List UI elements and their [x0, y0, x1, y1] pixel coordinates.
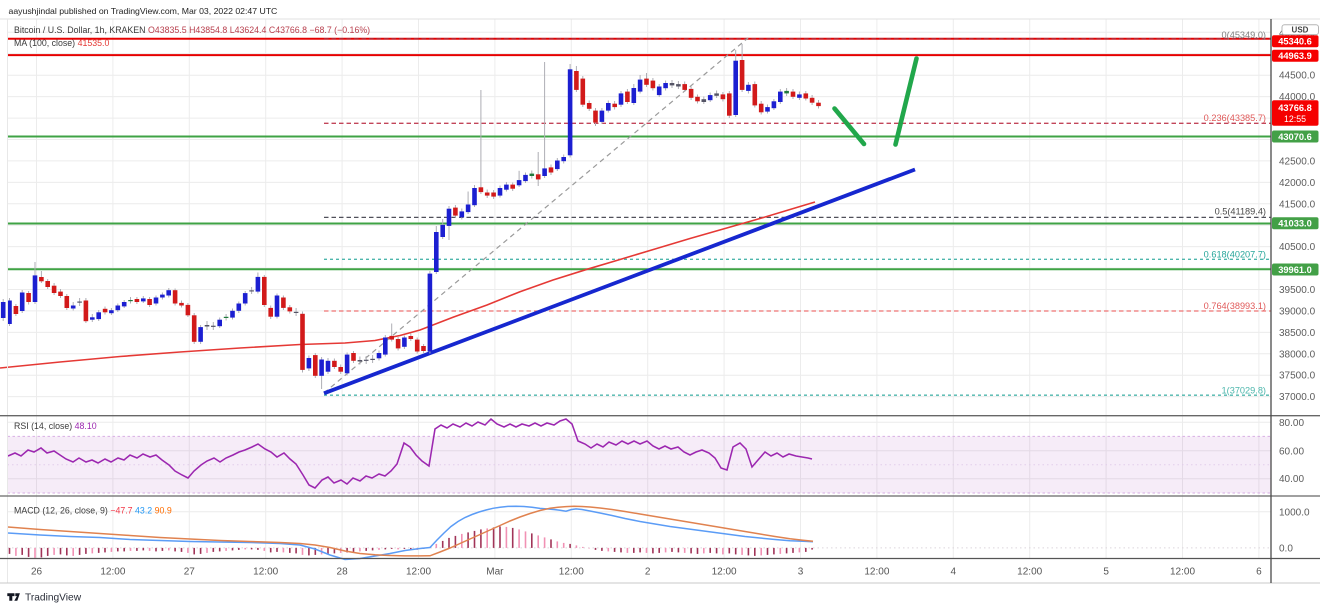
svg-text:41500.0: 41500.0 — [1279, 199, 1316, 210]
svg-text:0.764(38993.1): 0.764(38993.1) — [1204, 301, 1266, 311]
svg-text:28: 28 — [337, 567, 349, 578]
svg-text:44963.9: 44963.9 — [1278, 51, 1312, 61]
svg-text:40.00: 40.00 — [1279, 474, 1304, 485]
svg-text:41033.0: 41033.0 — [1278, 219, 1312, 229]
svg-text:0.618(40207.7): 0.618(40207.7) — [1204, 250, 1266, 260]
svg-text:12:00: 12:00 — [1170, 567, 1195, 578]
svg-text:38500.0: 38500.0 — [1279, 328, 1316, 339]
svg-text:RSI (14, close) 48.10: RSI (14, close) 48.10 — [14, 421, 97, 431]
svg-text:1(37029.8): 1(37029.8) — [1222, 386, 1266, 396]
svg-text:12:00: 12:00 — [712, 567, 737, 578]
svg-text:12:00: 12:00 — [864, 567, 889, 578]
svg-text:43070.6: 43070.6 — [1278, 132, 1312, 142]
svg-text:12:00: 12:00 — [559, 567, 584, 578]
svg-text:5: 5 — [1103, 567, 1109, 578]
svg-text:37000.0: 37000.0 — [1279, 392, 1316, 403]
svg-text:44000.0: 44000.0 — [1279, 92, 1316, 103]
svg-text:0(45349.0): 0(45349.0) — [1222, 30, 1266, 40]
svg-text:1000.0: 1000.0 — [1279, 507, 1310, 518]
svg-text:2: 2 — [645, 567, 651, 578]
svg-text:0.0: 0.0 — [1279, 543, 1293, 554]
svg-text:40500.0: 40500.0 — [1279, 242, 1316, 253]
svg-text:0.5(41189.4): 0.5(41189.4) — [1215, 207, 1266, 217]
svg-text:12:55: 12:55 — [1284, 114, 1306, 124]
svg-text:42500.0: 42500.0 — [1279, 156, 1316, 167]
svg-text:45340.6: 45340.6 — [1278, 37, 1312, 47]
svg-text:42000.0: 42000.0 — [1279, 178, 1316, 189]
svg-text:37500.0: 37500.0 — [1279, 371, 1316, 382]
svg-text:38000.0: 38000.0 — [1279, 349, 1316, 360]
svg-text:27: 27 — [184, 567, 196, 578]
svg-text:26: 26 — [31, 567, 43, 578]
svg-text:TradingView: TradingView — [25, 592, 82, 603]
svg-text:43766.8: 43766.8 — [1278, 103, 1312, 113]
svg-text:6: 6 — [1256, 567, 1262, 578]
svg-text:39961.0: 39961.0 — [1278, 265, 1312, 275]
svg-text:12:00: 12:00 — [406, 567, 431, 578]
svg-text:80.00: 80.00 — [1279, 418, 1304, 429]
svg-text:USD: USD — [1292, 26, 1309, 35]
svg-text:12:00: 12:00 — [253, 567, 278, 578]
svg-text:4: 4 — [951, 567, 957, 578]
svg-text:MACD (12, 26, close, 9) −47.7: MACD (12, 26, close, 9) −47.7 43.2 90.9 — [14, 506, 172, 516]
svg-text:Bitcoin / U.S. Dollar, 1h, KRA: Bitcoin / U.S. Dollar, 1h, KRAKEN O43835… — [14, 25, 370, 35]
svg-text:12:00: 12:00 — [1017, 567, 1042, 578]
svg-text:44500.0: 44500.0 — [1279, 71, 1316, 82]
svg-text:0.236(43385.7): 0.236(43385.7) — [1204, 113, 1266, 123]
svg-text:3: 3 — [798, 567, 804, 578]
svg-text:Mar: Mar — [486, 567, 504, 578]
svg-text:60.00: 60.00 — [1279, 446, 1304, 457]
svg-text:39500.0: 39500.0 — [1279, 285, 1316, 296]
svg-text:aayushjindal published on Trad: aayushjindal published on TradingView.co… — [9, 6, 278, 16]
svg-text:12:00: 12:00 — [100, 567, 125, 578]
svg-text:39000.0: 39000.0 — [1279, 306, 1316, 317]
svg-text:MA (100, close) 41535.0: MA (100, close) 41535.0 — [14, 38, 109, 48]
